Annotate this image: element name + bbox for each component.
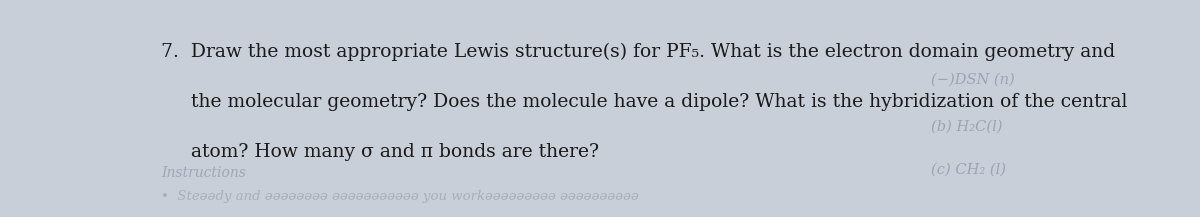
Text: (c) CH₂ (l): (c) CH₂ (l) [931,163,1006,177]
Text: Instructions: Instructions [161,166,246,180]
Text: •  Steəədy and əəəəəəəə əəəəəəəəəəə you workəəəəəəəəə əəəəəəəəəə: • Steəədy and əəəəəəəə əəəəəəəəəəə you w… [161,190,640,203]
Text: 7.  Draw the most appropriate Lewis structure(s) for PF₅. What is the electron d: 7. Draw the most appropriate Lewis struc… [161,43,1115,61]
Text: atom? How many σ and π bonds are there?: atom? How many σ and π bonds are there? [161,143,599,161]
Text: (b) H₂C(l): (b) H₂C(l) [931,120,1003,134]
Text: (−)DSN (n): (−)DSN (n) [931,73,1015,87]
Text: the molecular geometry? Does the molecule have a dipole? What is the hybridizati: the molecular geometry? Does the molecul… [161,93,1128,111]
